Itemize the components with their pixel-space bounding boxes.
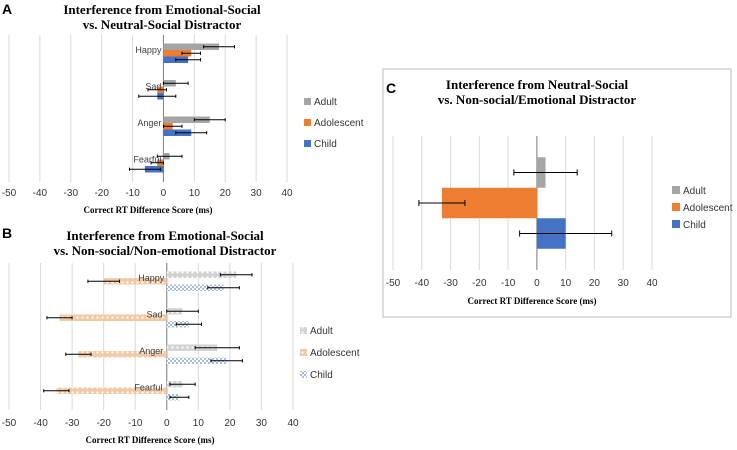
chart-title-line-1: Interference from Emotional-Social <box>63 2 261 17</box>
bar-child <box>166 357 227 364</box>
x-tick-label: -20 <box>472 278 487 289</box>
chart-title-line-1: Interference from Neutral-Social <box>446 77 629 92</box>
category-label: Happy <box>138 273 165 283</box>
chart-title-line-2: vs. Non-social/Emotional Distractor <box>438 92 636 107</box>
chart-title-line-1: Interference from Emotional-Social <box>66 228 264 243</box>
panel-b: B Interference from Emotional-Social vs.… <box>2 225 360 445</box>
bar-child <box>166 284 224 291</box>
x-tick-label: -20 <box>94 188 109 199</box>
bar-adolescent <box>163 50 192 57</box>
bar-adolescent <box>78 351 167 358</box>
x-tick-label: -30 <box>443 278 458 289</box>
x-tick-label: 10 <box>560 278 572 289</box>
legend-label: Child <box>683 220 706 231</box>
x-tick-label: 40 <box>287 418 299 429</box>
category-label: Anger <box>139 346 163 356</box>
x-tick-label: -10 <box>125 188 140 199</box>
x-tick-label: -40 <box>33 188 48 199</box>
legend-label: Child <box>314 139 337 150</box>
legend-swatch-adolescent <box>672 203 680 211</box>
chart-title-line-2: vs. Non-social/Non-emotional Distractor <box>54 243 277 258</box>
bar-adolescent <box>103 278 167 285</box>
bar-adolescent <box>56 387 167 394</box>
legend: Adult Adolescent Child <box>300 326 360 381</box>
legend-label: Adolescent <box>314 118 364 129</box>
bar-adolescent <box>59 314 167 321</box>
legend: Adult Adolescent Child <box>672 186 733 231</box>
x-tick-label: -40 <box>33 418 48 429</box>
x-tick-label: 0 <box>534 278 540 289</box>
plot-area: -50 -40 -30 -20 -10 0 10 20 30 40 Happy Sad Anger Fea… <box>2 35 293 199</box>
legend-label: Adult <box>683 186 706 197</box>
x-axis-label: Correct RT Difference Score (ms) <box>84 205 213 215</box>
panel-a: A Interference from Emotional-Social vs.… <box>2 1 364 215</box>
panel-letter: C <box>386 80 396 96</box>
bar-adult <box>166 344 218 351</box>
x-axis-label: Correct RT Difference Score (ms) <box>468 296 597 306</box>
category-label: Fearful <box>134 383 162 393</box>
x-tick-label: 10 <box>193 418 205 429</box>
legend-swatch-adult <box>304 98 311 105</box>
category-label: Sad <box>146 310 162 320</box>
legend-swatch-child <box>672 220 680 228</box>
panel-letter: B <box>2 225 12 241</box>
x-tick-label: 20 <box>589 278 601 289</box>
x-tick-label: 0 <box>164 418 170 429</box>
category-label: Happy <box>135 45 162 55</box>
x-tick-label: -10 <box>128 418 143 429</box>
legend-label: Child <box>310 370 333 381</box>
x-tick-label: 30 <box>251 188 263 199</box>
x-tick-label: 0 <box>161 188 167 199</box>
bar-adult <box>163 43 220 50</box>
x-tick-label: 20 <box>224 418 236 429</box>
bar-adult <box>163 116 210 123</box>
legend-swatch-adolescent <box>300 349 307 356</box>
x-tick-label: 30 <box>618 278 630 289</box>
legend-swatch-adolescent <box>304 119 311 126</box>
x-tick-label: -30 <box>64 188 79 199</box>
bar-adult <box>166 271 237 278</box>
x-tick-label: -20 <box>96 418 111 429</box>
x-tick-label: -50 <box>2 188 17 199</box>
legend: Adult Adolescent Child <box>304 97 364 150</box>
x-tick-label: 10 <box>189 188 201 199</box>
legend-swatch-adult <box>672 186 680 194</box>
x-tick-label: 20 <box>220 188 232 199</box>
legend-swatch-child <box>300 371 307 378</box>
chart-title-line-2: vs. Neutral-Social Distractor <box>83 17 242 32</box>
x-tick-label: 40 <box>281 188 293 199</box>
panel-letter: A <box>2 1 12 17</box>
category-label: Fearful <box>133 155 161 165</box>
legend-label: Adult <box>314 97 337 108</box>
x-tick-label: -40 <box>415 278 430 289</box>
x-tick-label: 30 <box>256 418 268 429</box>
legend-label: Adult <box>310 326 333 337</box>
x-axis-label: Correct RT Difference Score (ms) <box>86 435 215 445</box>
legend-label: Adolescent <box>310 348 360 359</box>
category-label: Anger <box>137 118 161 128</box>
x-tick-label: -10 <box>501 278 516 289</box>
x-tick-label: -50 <box>2 418 17 429</box>
category-label: Sad <box>145 82 161 92</box>
x-tick-label: -30 <box>65 418 80 429</box>
legend-swatch-child <box>304 140 311 147</box>
panel-c: C Interference from Neutral-Social vs. N… <box>386 77 733 306</box>
x-tick-label: 40 <box>646 278 658 289</box>
panel-c-border <box>382 68 732 318</box>
x-tick-label: -50 <box>386 278 401 289</box>
legend-label: Adolescent <box>683 203 733 214</box>
plot-area: -50 -40 -30 -20 -10 0 10 20 30 40 <box>386 136 658 289</box>
legend-swatch-adult <box>300 327 307 334</box>
plot-area: -50 -40 -30 -20 -10 0 10 20 30 40 Happy Sad Anger Fea… <box>2 263 299 429</box>
